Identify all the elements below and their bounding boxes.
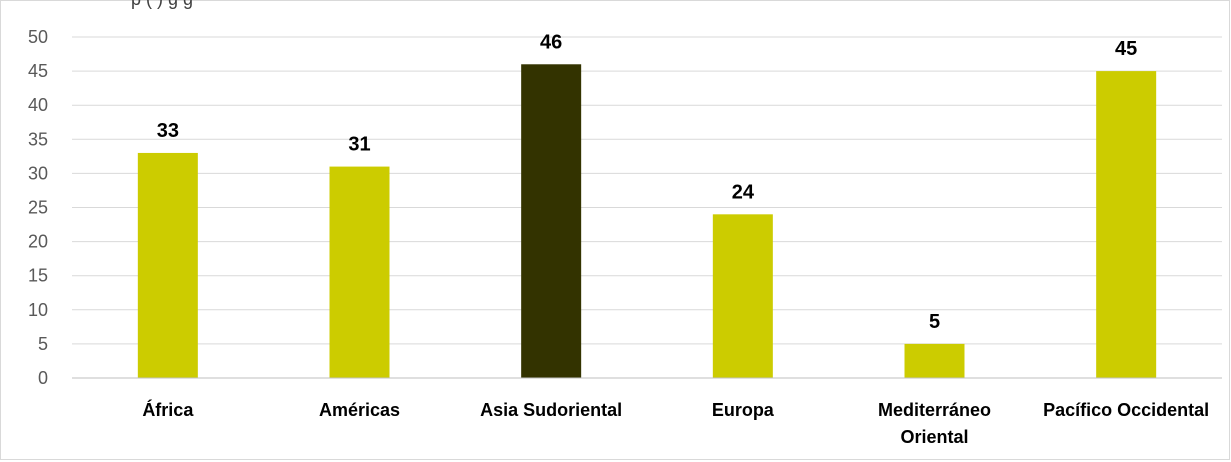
y-tick-label: 30 xyxy=(28,163,48,183)
y-tick-label: 40 xyxy=(28,95,48,115)
bar-4 xyxy=(712,214,773,378)
y-tick-label: 25 xyxy=(28,198,48,218)
bar-5 xyxy=(904,343,965,378)
data-label: 5 xyxy=(929,311,940,333)
bar-6 xyxy=(1096,71,1157,378)
bar-1 xyxy=(137,152,198,378)
y-tick-label: 15 xyxy=(28,266,48,286)
bars xyxy=(137,64,1157,378)
y-tick-label: 50 xyxy=(28,27,48,47)
chart-title: p ( ) g g xyxy=(131,0,193,10)
category-label: Américas xyxy=(319,400,400,420)
data-labels: 33 31 46 24 5 45 xyxy=(157,31,1138,333)
y-tick-label: 20 xyxy=(28,232,48,252)
y-tick-label: 5 xyxy=(38,334,48,354)
data-label: 46 xyxy=(540,31,562,53)
gridlines xyxy=(72,36,1222,345)
category-label: Oriental xyxy=(900,427,968,447)
bar-3 xyxy=(521,64,582,378)
data-label: 24 xyxy=(732,181,755,203)
data-label: 31 xyxy=(348,134,370,156)
y-tick-label: 45 xyxy=(28,61,48,81)
y-axis-ticks: 0 5 10 15 20 25 30 35 40 45 50 xyxy=(28,27,48,388)
category-label: África xyxy=(142,399,194,420)
x-axis-categories: África Américas Asia Sudoriental Europa Medi… xyxy=(142,399,1209,447)
data-label: 45 xyxy=(1115,38,1137,60)
category-label: Mediterráneo xyxy=(878,400,991,420)
category-label: Asia Sudoriental xyxy=(480,400,622,420)
y-tick-label: 35 xyxy=(28,129,48,149)
bar-2 xyxy=(329,166,390,378)
data-label: 33 xyxy=(157,120,179,142)
category-label: Europa xyxy=(712,400,775,420)
y-tick-label: 10 xyxy=(28,300,48,320)
category-label: Pacífico Occidental xyxy=(1043,400,1209,420)
y-tick-label: 0 xyxy=(38,368,48,388)
